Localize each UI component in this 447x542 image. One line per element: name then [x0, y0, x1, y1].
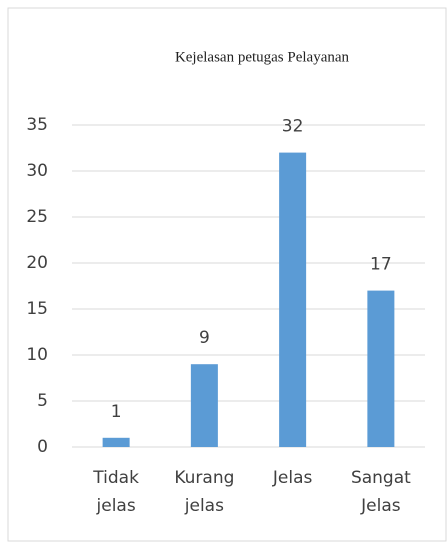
- chart-title: Kejelasan petugas Pelayanan: [175, 49, 350, 65]
- x-tick-label: Jelas: [272, 468, 313, 488]
- y-tick-label: 30: [26, 161, 48, 181]
- bar: [102, 437, 130, 447]
- x-tick-label: Sangat Jelas: [350, 468, 411, 516]
- y-tick-label: 15: [26, 299, 48, 319]
- x-tick-label: Tidak jelas: [93, 468, 139, 516]
- data-label: 1: [111, 402, 122, 422]
- y-tick-label: 0: [37, 437, 48, 457]
- x-tick-label: Kurang jelas: [174, 468, 235, 516]
- y-tick-label: 35: [26, 115, 48, 135]
- data-label: 17: [370, 255, 392, 275]
- y-tick-label: 10: [26, 345, 48, 365]
- data-label: 9: [199, 328, 210, 348]
- chart-border: [7, 7, 447, 542]
- y-tick-label: 25: [26, 207, 48, 227]
- data-label: 32: [282, 117, 304, 137]
- y-tick-label: 20: [26, 253, 48, 273]
- y-tick-label: 5: [37, 391, 48, 411]
- bar: [367, 290, 395, 447]
- bar: [279, 152, 307, 447]
- bar: [190, 364, 218, 447]
